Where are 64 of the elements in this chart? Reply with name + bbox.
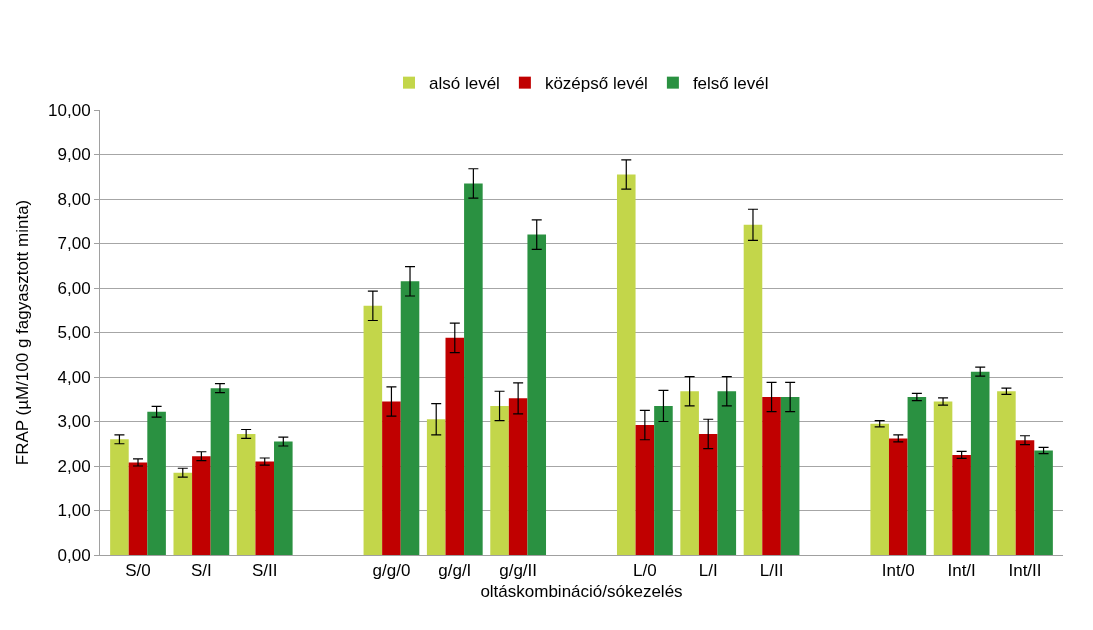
- bar: [888, 438, 908, 555]
- y-tick-label: 9,00: [57, 145, 91, 165]
- bar: [762, 397, 781, 555]
- x-tick-label: S/0: [125, 561, 151, 581]
- y-tick-label: 7,00: [57, 234, 91, 254]
- legend-label: felső levél: [692, 74, 769, 94]
- bar: [255, 461, 275, 555]
- bar: [210, 388, 230, 555]
- bar: [110, 439, 129, 555]
- bar: [382, 401, 401, 555]
- x-tick-label: S/II: [251, 561, 278, 581]
- bar: [780, 397, 800, 555]
- bar: [464, 183, 483, 555]
- bar: [952, 454, 971, 555]
- y-tick-label: 5,00: [57, 323, 91, 343]
- bar: [616, 174, 636, 555]
- bar: [970, 371, 990, 555]
- y-tick-label: 1,00: [57, 501, 91, 521]
- bar: [400, 281, 420, 555]
- bar: [997, 391, 1016, 555]
- bar: [445, 337, 465, 555]
- bar: [680, 391, 699, 555]
- x-tick-label: L/0: [633, 561, 657, 581]
- bar: [173, 472, 193, 555]
- bar: [654, 405, 673, 555]
- y-axis-title: FRAP (µM/100 g fagyasztott minta): [12, 199, 32, 466]
- bar: [128, 462, 148, 555]
- bar: [1015, 440, 1035, 555]
- bar: [933, 401, 953, 555]
- x-tick-label: L/I: [698, 561, 718, 581]
- x-tick-label: g/g/II: [499, 561, 538, 581]
- bar: [426, 419, 446, 555]
- bar: [147, 411, 166, 555]
- x-tick-label: g/g/I: [438, 561, 472, 581]
- bar: [1034, 450, 1053, 555]
- bar: [236, 433, 256, 555]
- legend-label: alsó levél: [429, 74, 500, 94]
- bar: [192, 456, 211, 555]
- y-tick-label: 8,00: [57, 189, 91, 209]
- x-tick-label: g/g/0: [372, 561, 411, 581]
- y-tick-label: 3,00: [57, 412, 91, 432]
- bar: [717, 391, 737, 555]
- x-tick-label: Int/0: [881, 561, 915, 581]
- x-axis-title: oltáskombináció/sókezelés: [480, 581, 683, 601]
- x-tick-label: Int/I: [947, 561, 976, 581]
- bar: [635, 425, 655, 555]
- y-tick-label: 2,00: [57, 456, 91, 476]
- bar: [870, 423, 889, 555]
- x-tick-label: Int/II: [1008, 561, 1042, 581]
- bar: [907, 397, 927, 555]
- bar: [363, 305, 383, 555]
- x-tick-label: S/I: [190, 561, 212, 581]
- legend-label: középső levél: [544, 74, 648, 94]
- bar: [274, 441, 293, 555]
- y-tick-label: 6,00: [57, 278, 91, 298]
- bar: [698, 433, 718, 555]
- bar: [743, 224, 763, 555]
- y-tick-label: 4,00: [57, 367, 91, 387]
- y-tick-label: 10,00: [48, 100, 91, 120]
- y-tick-label: 0,00: [57, 545, 91, 565]
- bar: [527, 234, 547, 555]
- bar: [490, 405, 509, 555]
- x-tick-label: L/II: [759, 561, 784, 581]
- bar: [508, 398, 528, 555]
